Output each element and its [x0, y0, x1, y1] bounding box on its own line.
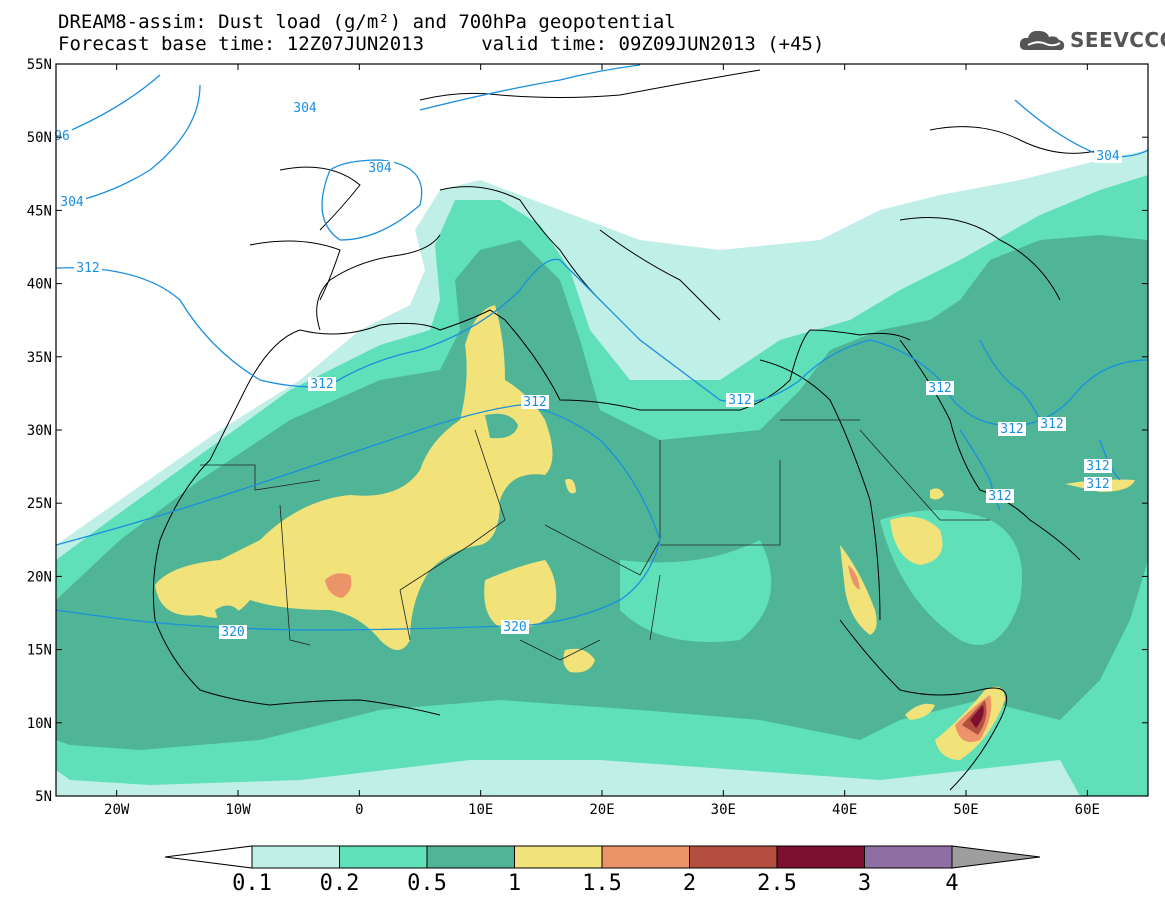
dust-level-1: [155, 305, 553, 650]
colorbar-label: 1: [508, 871, 521, 896]
coastlines: [152, 69, 1101, 791]
lat-tick-label: 15N: [27, 643, 52, 659]
lon-tick-label: 20W: [104, 802, 130, 818]
colorbar-right-arrow: [951, 845, 1041, 869]
geopotential-contours: [56, 64, 1148, 631]
contour-label: 312: [76, 261, 99, 276]
contour-label-bg: [219, 625, 247, 639]
contour-label-bg: [291, 101, 319, 115]
contour-label-bg: [52, 129, 72, 143]
latitude-axis: 55N 50N 45N 40N 35N 30N 25N 20N 15N 10N 5N: [27, 57, 1148, 805]
lat-tick-label: 10N: [27, 716, 52, 732]
contour-label-bg: [1094, 149, 1122, 163]
contour-label: 312: [928, 381, 951, 396]
lon-tick-label: 60E: [1075, 802, 1100, 818]
dust-level-1-patch: [930, 488, 944, 500]
lat-tick-label: 5N: [35, 789, 52, 805]
contour-label-bg: [308, 377, 336, 391]
contour-label: 312: [1086, 459, 1109, 474]
lon-tick-label: 10E: [468, 802, 493, 818]
colorbar-box: [689, 845, 778, 869]
contour-label-bg: [1084, 477, 1112, 491]
lon-tick-label: 50E: [953, 802, 978, 818]
contour-label: 312: [310, 377, 333, 392]
lat-tick-label: 35N: [27, 350, 52, 366]
dust-level-1-patch: [905, 703, 935, 720]
colorbar: 0.1 0.2 0.5 1 1.5 2 2.5 3 4: [164, 845, 1041, 896]
contour-label-bg: [926, 381, 954, 395]
lon-tick-label: 30E: [711, 802, 736, 818]
country-borders: [200, 419, 990, 661]
colorbar-label: 2.5: [757, 871, 797, 896]
dust-load-fields: [56, 150, 1148, 796]
colorbar-box: [776, 845, 865, 869]
lat-tick-label: 50N: [27, 130, 52, 146]
colorbar-box: [426, 845, 515, 869]
colorbar-box: [864, 845, 953, 869]
contour-label: 320: [221, 625, 244, 640]
lat-tick-label: 55N: [27, 57, 52, 73]
colorbar-box: [339, 845, 428, 869]
dust-level-1-patch: [890, 516, 943, 565]
chart-title: DREAM8-assim: Dust load (g/m²) and 700hP…: [58, 11, 676, 33]
lat-tick-label: 20N: [27, 569, 52, 585]
colorbar-label: 0.2: [320, 871, 360, 896]
contour-label: 304: [60, 195, 84, 210]
forecast-time-subtitle: Forecast base time: 12Z07JUN2013 valid t…: [58, 33, 825, 55]
dust-level-0.2-patch: [620, 540, 772, 642]
colorbar-label: 1.5: [582, 871, 622, 896]
colorbar-box: [514, 845, 603, 869]
lon-tick-label: 0: [355, 802, 363, 818]
colorbar-left-arrow: [164, 845, 253, 869]
contour-label: 312: [988, 489, 1011, 504]
colorbar-label: 4: [945, 871, 958, 896]
contour-label: 304: [293, 101, 317, 116]
lat-tick-label: 30N: [27, 423, 52, 439]
contour-label-bg: [986, 489, 1014, 503]
colorbar-label: 3: [858, 871, 871, 896]
contour-label-bg: [1038, 417, 1066, 431]
contour-label: 312: [523, 395, 546, 410]
colorbar-label: 2: [683, 871, 696, 896]
lat-tick-label: 25N: [27, 496, 52, 512]
contour-label-bg: [58, 195, 86, 209]
lat-tick-label: 40N: [27, 277, 52, 293]
seevccc-logo: SEEVCCC: [1018, 26, 1165, 54]
contour-label-bg: [998, 422, 1026, 436]
contour-label-bg: [521, 395, 549, 409]
contour-label: 304: [368, 161, 392, 176]
contour-label-bg: [1084, 459, 1112, 473]
lon-tick-label: 20E: [589, 802, 614, 818]
lat-tick-label: 45N: [27, 203, 52, 219]
contour-label-bg: [74, 261, 102, 275]
dust-level-0.5-hole: [485, 413, 518, 439]
contour-label-bg: [726, 393, 754, 407]
contour-label: 312: [1040, 417, 1063, 432]
logo-text: SEEVCCC: [1070, 28, 1165, 52]
dust-level-1-patch: [565, 478, 576, 494]
dust-level-1.5: [325, 573, 352, 598]
colorbar-box: [601, 845, 690, 869]
cloud-logo-icon: [1019, 30, 1065, 51]
dust-level-1-patch: [484, 560, 557, 630]
contour-label: 96: [54, 129, 70, 144]
contour-label: 320: [503, 620, 526, 635]
dust-level-1.5: [848, 565, 860, 590]
contour-label: 312: [1086, 477, 1109, 492]
contour-label-bg: [366, 161, 394, 175]
colorbar-label: 0.1: [232, 871, 272, 896]
contour-labels: 96 304 304 304 304 312 312 312 312 312 312 312 312 31…: [52, 101, 1122, 640]
colorbar-label: 0.5: [407, 871, 447, 896]
contour-label: 312: [1000, 422, 1023, 437]
contour-label-bg: [501, 620, 529, 634]
contour-label: 312: [728, 393, 751, 408]
colorbar-box: [251, 845, 340, 869]
contour-label: 304: [1096, 149, 1120, 164]
dust-level-0.5-hole: [215, 605, 240, 622]
dust-level-2.5: [970, 705, 984, 728]
lon-tick-label: 10W: [225, 802, 251, 818]
lon-tick-label: 40E: [832, 802, 857, 818]
longitude-axis: 20W 10W 0 10E 20E 30E 40E 50E 60E: [104, 64, 1100, 818]
